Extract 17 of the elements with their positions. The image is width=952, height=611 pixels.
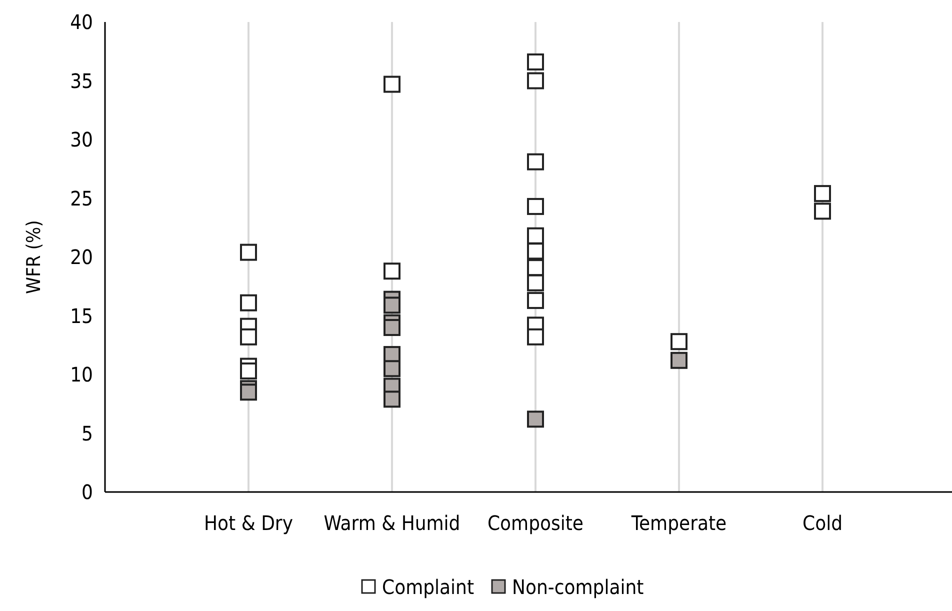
legend-label: Complaint [382,575,474,599]
y-tick-label: 0 [82,480,93,504]
y-tick-label: 10 [70,362,93,386]
y-tick-label: 35 [70,68,93,93]
y-tick-label: 5 [82,421,93,446]
y-tick-label: 40 [70,10,93,34]
x-tick-label: Temperate [630,511,727,535]
x-tick-label: Hot & Dry [204,511,294,535]
y-axis-title: WFR (%) [23,220,45,294]
y-tick-label: 30 [70,128,93,152]
y-tick-label: 20 [70,245,93,269]
x-tick-label: Cold [802,511,842,535]
y-tick-label: 25 [70,186,93,210]
legend-label: Non-complaint [512,575,644,599]
x-tick-label: Warm & Humid [324,511,460,535]
x-tick-label: Composite [487,511,584,535]
y-tick-label: 15 [70,304,93,328]
